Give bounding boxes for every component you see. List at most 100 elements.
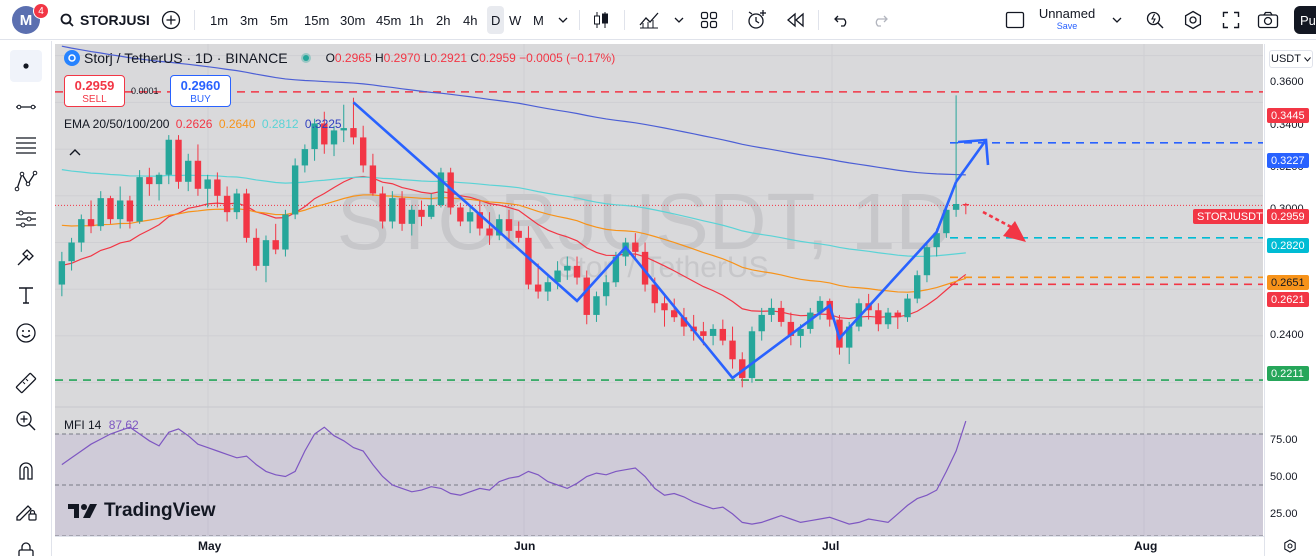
layout-name-button[interactable]: Unnamed Save	[1034, 6, 1100, 34]
gear-icon	[1184, 10, 1202, 30]
timeframe-dropdown[interactable]	[556, 6, 570, 34]
axis-settings-button[interactable]	[1283, 539, 1297, 556]
candle-body	[214, 179, 221, 196]
layout-button[interactable]	[1004, 6, 1026, 34]
time-tick: Jun	[514, 539, 536, 553]
horizontal-lines-icon	[16, 137, 36, 154]
candle-body	[486, 228, 493, 236]
indicators-button[interactable]	[636, 6, 662, 34]
emoji-tool[interactable]	[10, 317, 42, 349]
lock-drawings-tool[interactable]	[10, 495, 42, 527]
timeframe-15m[interactable]: 15m	[304, 12, 330, 28]
candle-body	[525, 237, 532, 285]
candle-body	[544, 282, 552, 292]
timeframe-d[interactable]: D	[487, 6, 505, 34]
fullscreen-button[interactable]	[1218, 6, 1244, 34]
symbol-name: STORJUSI	[80, 12, 150, 28]
crosshair-tool[interactable]	[10, 50, 42, 82]
time-tick: May	[198, 539, 222, 553]
publish-button[interactable]: Pu	[1294, 6, 1316, 34]
templates-button[interactable]	[698, 6, 720, 34]
watermark-description: Storj / TetherUS	[557, 251, 768, 284]
quick-search-button[interactable]	[1142, 6, 1168, 34]
timeframe-3m[interactable]: 3m	[240, 12, 259, 28]
tradingview-logo[interactable]: TradingView	[68, 500, 216, 522]
measure-tool[interactable]	[10, 367, 42, 399]
timeframe-1m[interactable]: 1m	[210, 12, 229, 28]
candle-body	[787, 321, 795, 336]
candle-body	[311, 123, 318, 150]
brush-tool[interactable]	[10, 241, 42, 273]
alert-button[interactable]	[744, 6, 770, 34]
candle-body	[165, 139, 172, 175]
candle-body	[768, 307, 775, 315]
replay-button[interactable]	[784, 6, 808, 34]
candle-body	[301, 149, 309, 166]
ohlc-values: O0.2965 H0.2970 L0.2921 C0.2959 −0.0005 …	[326, 51, 616, 65]
candle-body	[262, 240, 270, 266]
candle-body	[797, 328, 804, 336]
screenshot-button[interactable]	[1254, 6, 1282, 34]
text-tool[interactable]	[10, 279, 42, 311]
buy-price: 0.2960	[180, 78, 221, 93]
undo-button[interactable]	[830, 6, 854, 34]
timeframe-2h[interactable]: 2h	[436, 12, 451, 28]
chart-type-button[interactable]	[590, 6, 612, 34]
sell-price: 0.2959	[74, 78, 115, 93]
candle-body	[466, 212, 474, 222]
candle-body	[253, 237, 260, 266]
open-value: 0.2965	[334, 51, 372, 65]
save-label: Save	[1056, 21, 1078, 31]
candle-body	[398, 198, 406, 224]
divider	[194, 10, 195, 30]
tradingview-logo-icon	[68, 504, 97, 518]
settings-button[interactable]	[1180, 6, 1206, 34]
candle-body	[729, 340, 736, 360]
time-tick: Jul	[822, 539, 840, 553]
timeframe-5m[interactable]: 5m	[270, 12, 289, 28]
buy-label: BUY	[190, 94, 211, 105]
time-axis[interactable]	[55, 536, 1264, 556]
timeframe-30m[interactable]: 30m	[340, 12, 366, 28]
candle-body	[709, 328, 717, 336]
change-value: −0.0005 (−0.17%)	[519, 51, 616, 65]
redo-button[interactable]	[868, 6, 892, 34]
ema-label: EMA 20/50/100/200	[64, 117, 170, 131]
timeframe-m[interactable]: M	[533, 12, 544, 28]
timeframe-w[interactable]: W	[509, 12, 522, 28]
candle-body	[554, 270, 561, 283]
candle-body	[107, 198, 114, 220]
candle-body	[515, 230, 522, 238]
compare-symbol-button[interactable]	[158, 6, 184, 34]
timeframe-4h[interactable]: 4h	[463, 12, 478, 28]
sell-button[interactable]: 0.2959 SELL	[64, 75, 125, 107]
timeframe-1h[interactable]: 1h	[409, 12, 424, 28]
ema50-tag: 0.2651	[1267, 275, 1309, 290]
forecast-tool[interactable]	[10, 203, 42, 235]
candle-body	[573, 265, 581, 278]
currency-selector[interactable]: USDT	[1269, 50, 1313, 68]
ema20-line	[61, 175, 967, 320]
candle-body	[777, 307, 785, 322]
candle-body	[330, 130, 338, 145]
pattern-icon	[14, 170, 38, 192]
pattern-tool[interactable]	[10, 165, 42, 197]
trend-line-tool[interactable]	[10, 89, 42, 121]
fib-tool[interactable]	[10, 129, 42, 161]
user-drawings[interactable]	[352, 101, 1026, 380]
hide-drawings-tool[interactable]	[10, 535, 42, 556]
buy-button[interactable]: 0.2960 BUY	[170, 75, 231, 107]
zoom-tool[interactable]	[10, 405, 42, 437]
candle-body	[291, 165, 299, 215]
candle-body	[952, 203, 960, 210]
collapse-legend-button[interactable]	[69, 143, 81, 161]
symbol-search[interactable]: STORJUSI	[60, 6, 150, 34]
timeframe-45m[interactable]: 45m	[376, 12, 402, 28]
sliders-icon	[16, 210, 36, 228]
indicators-dropdown[interactable]	[672, 6, 686, 34]
currency-label: USDT	[1271, 53, 1301, 65]
magnet-tool[interactable]	[10, 455, 42, 487]
layout-dropdown[interactable]	[1110, 6, 1124, 34]
candle-body	[282, 214, 289, 250]
candle-body	[457, 207, 464, 222]
